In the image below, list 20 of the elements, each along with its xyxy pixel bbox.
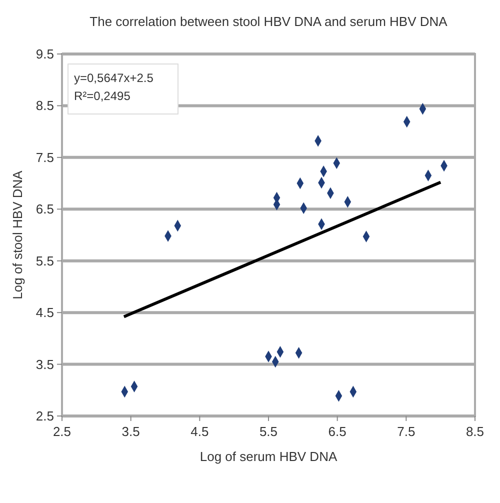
y-tick-label: 7.5: [36, 150, 54, 165]
x-tick-label: 8.5: [466, 424, 484, 439]
x-tick-label: 3.5: [122, 424, 140, 439]
x-tick-label: 2.5: [52, 424, 72, 439]
y-tick-label: 9.5: [36, 46, 54, 62]
y-tick-label: 2.5: [36, 408, 54, 424]
y-tick-label: 5.5: [36, 253, 54, 268]
annotation: y=0,5647x+2.5: [74, 71, 154, 85]
x-tick-label: 5.5: [259, 424, 278, 439]
y-tick-label: 8.5: [36, 98, 54, 114]
x-axis-title: Log of serum HBV DNA: [200, 449, 338, 464]
y-tick-label: 4.5: [36, 305, 54, 320]
y-tick-label: 3.5: [36, 356, 54, 372]
x-tick-label: 6.5: [328, 424, 346, 439]
y-axis-title: Log of stool HBV DNA: [10, 170, 25, 300]
x-tick-label: 4.5: [190, 424, 209, 439]
annotation: R²=0,2495: [74, 89, 131, 103]
chart-title: The correlation between stool HBV DNA and serum HBV DNA: [90, 14, 448, 29]
x-tick-label: 7.5: [397, 424, 416, 439]
y-tick-label: 6.5: [36, 202, 54, 217]
